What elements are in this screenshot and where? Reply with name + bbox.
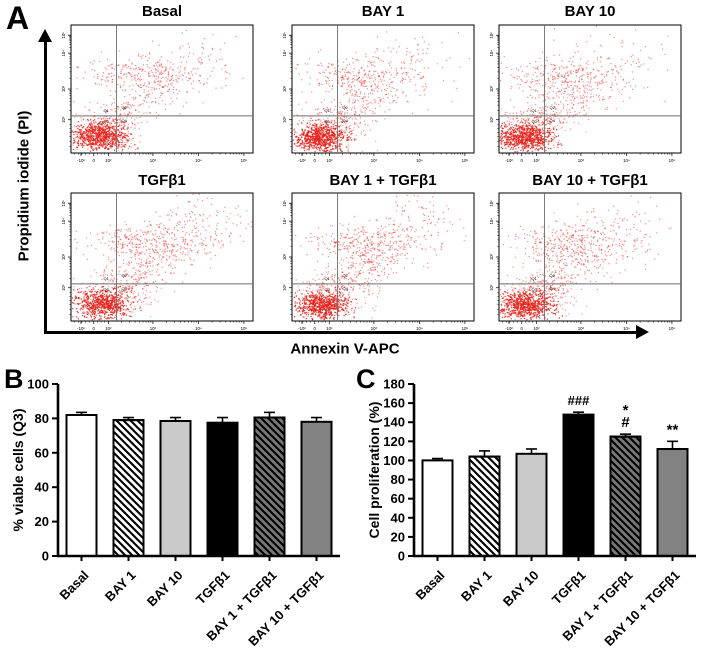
svg-text:Q3: Q3 — [532, 119, 538, 124]
svg-text:10³: 10³ — [61, 85, 66, 92]
flow-plot-basal: Q1 Q2 Q3 Q4 -10² 0 10² 10³ 10⁴ 10⁵ 10⁵ 10⁴ 10³ 10² — [61, 24, 254, 163]
svg-text:Q1: Q1 — [532, 108, 538, 113]
svg-text:10⁵: 10⁵ — [241, 158, 248, 163]
panel-b-label: B — [4, 364, 24, 394]
svg-text:0: 0 — [314, 158, 317, 163]
flow-plot-bay1: Q1 Q2 Q3 Q4 -10² 0 10² 10³ 10⁴ 10⁵ 10⁵ 10⁴ 10³ 10² — [282, 24, 475, 163]
flow-plot-content: Q1 Q2 Q3 Q4 -10² 0 10² 10³ 10⁴ 10⁵ 10⁵ 10⁴ 10³ 10² — [282, 24, 475, 163]
svg-text:-10²: -10² — [77, 158, 85, 163]
x-axis-arrow-line — [44, 331, 638, 334]
svg-text:0: 0 — [521, 158, 524, 163]
svg-text:10³: 10³ — [150, 158, 157, 163]
svg-text:10³: 10³ — [371, 158, 378, 163]
svg-text:Q1: Q1 — [104, 108, 110, 113]
svg-text:10³: 10³ — [282, 85, 287, 92]
svg-text:0: 0 — [93, 158, 96, 163]
panel-a-label: A — [6, 0, 30, 36]
svg-text:Q2: Q2 — [550, 105, 556, 110]
svg-text:10³: 10³ — [578, 158, 585, 163]
svg-text:Q2: Q2 — [122, 105, 128, 110]
y-axis-arrowhead-icon — [38, 29, 52, 42]
svg-text:Q3: Q3 — [325, 119, 331, 124]
svg-text:10²: 10² — [105, 158, 112, 163]
panel-a-x-axis-label: Annexin V-APC — [290, 340, 400, 358]
svg-text:10⁴: 10⁴ — [416, 158, 423, 163]
svg-text:Q3: Q3 — [104, 119, 110, 124]
svg-text:10²: 10² — [326, 158, 333, 163]
svg-text:10⁵: 10⁵ — [462, 158, 469, 163]
svg-text:Q2: Q2 — [343, 105, 349, 110]
svg-text:-10²: -10² — [505, 158, 513, 163]
svg-text:10²: 10² — [533, 158, 540, 163]
svg-text:10⁴: 10⁴ — [195, 158, 202, 163]
flow-plot-content: Q1 Q2 Q3 Q4 -10² 0 10² 10³ 10⁴ 10⁵ 10⁵ 10⁴ 10³ 10² — [61, 24, 254, 163]
x-axis-arrowhead-icon — [636, 325, 649, 339]
svg-text:10⁴: 10⁴ — [623, 158, 630, 163]
svg-text:10⁴: 10⁴ — [282, 50, 287, 57]
svg-text:10²: 10² — [489, 116, 494, 123]
panel-c-label: C — [356, 364, 376, 394]
flow-plot-title-tgfb1: TGFβ1 — [138, 172, 186, 189]
svg-text:Q4: Q4 — [122, 118, 128, 123]
svg-text:Q4: Q4 — [550, 118, 556, 123]
panel-a-y-axis-label: Propidium iodide (PI) — [15, 110, 33, 262]
svg-text:-10²: -10² — [298, 158, 306, 163]
flow-plot-content: Q1 Q2 Q3 Q4 -10² 0 10² 10³ 10⁴ 10⁵ 10⁵ 10⁴ 10³ 10² — [489, 24, 682, 163]
flow-plot-title-bay1: BAY 1 — [361, 3, 405, 20]
svg-text:10⁵: 10⁵ — [61, 32, 66, 39]
svg-text:Q4: Q4 — [343, 118, 349, 123]
svg-text:10⁴: 10⁴ — [61, 50, 66, 57]
svg-text:10⁵: 10⁵ — [489, 32, 494, 39]
svg-text:10³: 10³ — [489, 85, 494, 92]
svg-text:Q1: Q1 — [325, 108, 331, 113]
flow-plot-title-bay10: BAY 10 — [564, 3, 616, 20]
svg-text:10⁴: 10⁴ — [489, 50, 494, 57]
flow-plot-bay10: Q1 Q2 Q3 Q4 -10² 0 10² 10³ 10⁴ 10⁵ 10⁵ 10⁴ 10³ 10² — [489, 24, 682, 163]
y-axis-arrow-line — [44, 42, 47, 334]
svg-text:10²: 10² — [61, 116, 66, 123]
svg-text:10⁵: 10⁵ — [669, 158, 676, 163]
flow-plot-title-bay10-tgfb1: BAY 10 + TGFβ1 — [532, 172, 648, 189]
flow-plot-title-bay1-tgfb1: BAY 1 + TGFβ1 — [329, 172, 437, 189]
svg-text:10⁵: 10⁵ — [282, 32, 287, 39]
svg-text:10²: 10² — [282, 116, 287, 123]
flow-plot-title-basal: Basal — [141, 3, 183, 20]
